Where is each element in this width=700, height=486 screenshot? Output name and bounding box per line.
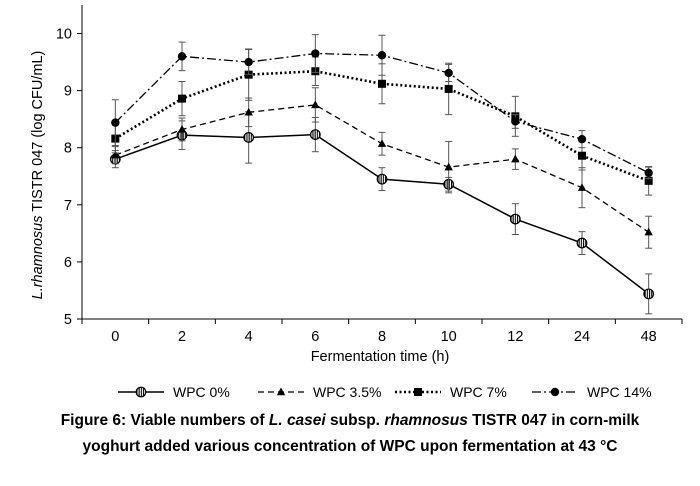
caption-line-1: Figure 6: Viable numbers of L. casei sub…	[0, 408, 700, 434]
data-point	[509, 213, 521, 225]
legend-item: WPC 0%	[118, 384, 230, 400]
caption-text: Figure 6: Viable numbers of	[60, 412, 269, 429]
legend-label: WPC 0%	[173, 384, 230, 400]
data-point	[178, 94, 186, 103]
x-tick-label: 10	[441, 329, 457, 345]
x-tick-label: 48	[641, 329, 657, 345]
legend-item: WPC 3.5%	[258, 384, 381, 400]
data-point	[644, 168, 653, 178]
data-point	[376, 173, 388, 185]
x-axis-label: Fermentation time (h)	[311, 349, 450, 365]
legend-item: WPC 7%	[395, 384, 507, 400]
data-point	[311, 49, 320, 58]
legend-marker	[414, 388, 422, 396]
caption-italic-subspecies: rhamnosus	[384, 412, 468, 429]
y-axis-label-italic: L.rhamnosus	[30, 216, 46, 300]
series-wpc-14-	[111, 34, 653, 180]
data-point	[577, 134, 587, 144]
legend-label: WPC 3.5%	[313, 384, 381, 400]
data-point	[576, 237, 588, 249]
data-point	[311, 100, 320, 109]
caption-text: TISTR 047 in corn-milk	[467, 412, 640, 429]
y-tick-label: 10	[56, 27, 72, 43]
x-tick-label: 8	[378, 329, 386, 345]
data-point	[377, 51, 387, 60]
line-chart: L.rhamnosus TISTR 047 (log CFU/mL) Ferme…	[30, 5, 683, 400]
data-point	[511, 154, 520, 163]
data-point	[643, 288, 655, 300]
data-point	[644, 227, 653, 236]
data-point	[378, 79, 386, 88]
x-tick-label: 2	[178, 329, 186, 345]
legend-item: WPC 14%	[532, 384, 652, 400]
x-tick-label: 12	[507, 329, 523, 345]
y-axis-label-rest: TISTR 047 (log CFU/mL)	[30, 51, 46, 216]
y-tick-label: 9	[64, 84, 72, 100]
y-tick-label: 7	[64, 198, 72, 214]
x-tick-label: 4	[245, 329, 253, 345]
figure-caption: Figure 6: Viable numbers of L. casei sub…	[0, 408, 700, 460]
data-point	[444, 68, 453, 78]
y-tick-label: 5	[64, 312, 72, 328]
legend-marker	[276, 387, 286, 396]
series-line	[114, 69, 650, 183]
series-layer	[109, 34, 655, 315]
data-point	[578, 151, 586, 160]
data-point	[444, 162, 453, 171]
x-tick-label: 0	[111, 329, 119, 345]
caption-text: subsp.	[325, 412, 385, 429]
data-point	[644, 176, 653, 185]
data-point	[244, 107, 253, 116]
legend-marker	[550, 387, 560, 397]
data-point	[309, 129, 321, 140]
data-point	[177, 52, 187, 61]
data-point	[243, 132, 255, 143]
data-point	[377, 139, 387, 147]
y-axis-label: L.rhamnosus TISTR 047 (log CFU/mL)	[30, 51, 46, 300]
data-point	[511, 117, 520, 126]
legend-marker	[135, 386, 147, 398]
data-point	[111, 150, 120, 159]
caption-italic-species: L. casei	[268, 412, 326, 429]
data-point	[577, 183, 587, 191]
y-tick-label: 6	[64, 255, 72, 271]
legend: WPC 0% WPC 3.5% WPC 7% WPC 14%	[118, 384, 652, 400]
series-line	[115, 133, 650, 295]
legend-label: WPC 14%	[587, 384, 652, 400]
data-point	[111, 118, 120, 127]
data-point	[444, 84, 453, 93]
caption-line-2: yoghurt added various concentration of W…	[82, 438, 618, 455]
legend-label: WPC 7%	[450, 384, 507, 400]
y-tick-label: 8	[64, 141, 72, 157]
data-point	[177, 124, 187, 133]
data-point	[244, 57, 253, 67]
y-axis-title: L.rhamnosus TISTR 047 (log CFU/mL)	[30, 51, 46, 300]
x-tick-label: 6	[311, 329, 319, 345]
x-tick-label: 24	[574, 329, 590, 345]
